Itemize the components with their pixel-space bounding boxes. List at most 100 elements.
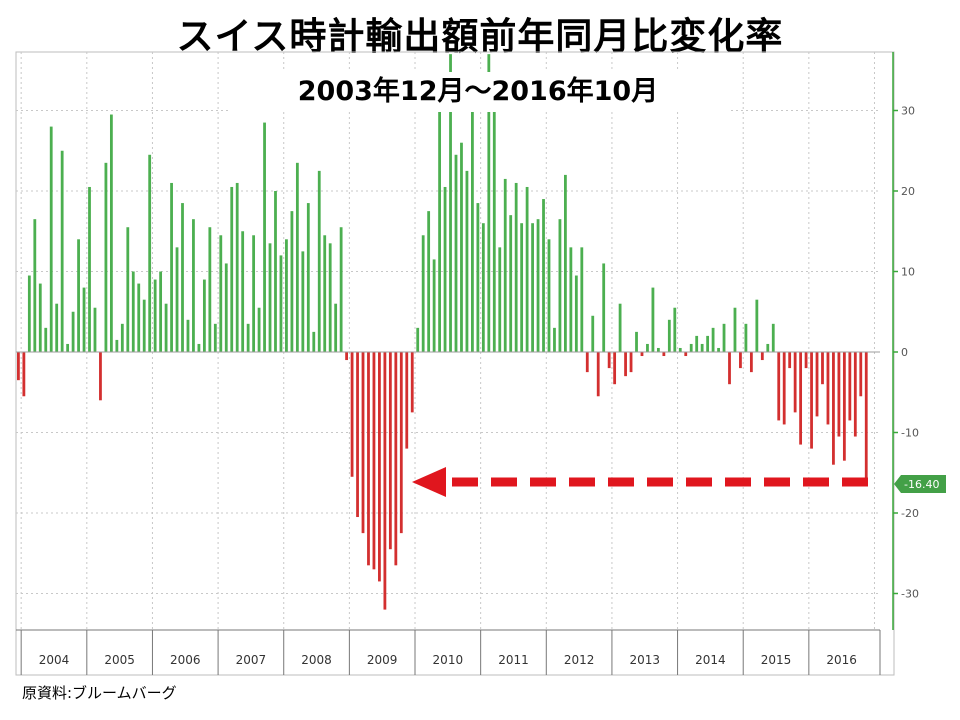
bar	[268, 243, 272, 352]
bar	[766, 343, 770, 352]
bar	[334, 303, 338, 352]
bar	[192, 219, 195, 352]
bar	[859, 352, 863, 397]
bar	[596, 352, 600, 397]
y-tick-label: 30	[901, 105, 915, 118]
bar	[618, 303, 622, 352]
bar	[88, 186, 91, 352]
bar	[405, 352, 409, 449]
x-tick-label: 2014	[695, 653, 726, 667]
y-tick-label: 20	[901, 185, 915, 198]
y-tick-label: 10	[901, 266, 915, 279]
bar	[678, 347, 682, 352]
x-tick-label: 2016	[826, 653, 857, 667]
bar	[471, 110, 474, 352]
bar	[181, 203, 184, 352]
bar	[66, 343, 70, 352]
bar	[55, 303, 59, 352]
x-tick-label: 2007	[236, 653, 267, 667]
bar	[438, 94, 441, 353]
bar	[476, 203, 480, 352]
x-tick-label: 2013	[629, 653, 660, 667]
bar	[821, 352, 824, 385]
bar	[782, 352, 786, 425]
bar	[733, 307, 737, 352]
bar	[241, 231, 245, 352]
bar	[613, 352, 617, 385]
arrow-head	[412, 467, 446, 498]
y-tick-label: 0	[901, 346, 908, 359]
bar	[580, 247, 584, 352]
bar	[208, 227, 212, 352]
bar	[481, 223, 485, 352]
bar	[22, 352, 26, 397]
bar	[230, 186, 234, 352]
chart-subtitle: 2003年12月～2016年10月	[228, 72, 728, 112]
bar	[410, 352, 414, 413]
bar	[224, 263, 228, 352]
bar	[788, 352, 792, 369]
bar	[454, 154, 458, 352]
bar	[159, 271, 163, 352]
bar	[711, 327, 715, 352]
bar	[646, 343, 649, 352]
bar	[290, 211, 294, 352]
bar	[279, 255, 283, 352]
bar	[388, 352, 392, 550]
bar	[274, 191, 277, 352]
x-tick-label: 2015	[761, 653, 792, 667]
bar	[142, 299, 146, 352]
bar	[503, 178, 507, 352]
bar	[44, 327, 48, 352]
bar	[553, 327, 556, 352]
bar	[378, 352, 381, 582]
bar	[662, 352, 666, 357]
bar	[514, 182, 518, 352]
bar	[328, 243, 332, 352]
bar	[449, 54, 452, 353]
bar	[38, 283, 42, 352]
bar	[460, 142, 463, 352]
bar	[569, 247, 573, 352]
bar	[842, 352, 846, 461]
last-value-badge: -16.40	[894, 475, 946, 494]
bar	[607, 352, 611, 369]
bar	[487, 54, 491, 353]
bar	[93, 307, 97, 352]
bar	[667, 319, 671, 352]
bar	[722, 323, 726, 352]
bar	[263, 122, 266, 352]
bar	[848, 352, 852, 421]
bar	[689, 343, 693, 352]
bar	[520, 223, 524, 352]
bar	[356, 352, 359, 518]
bar	[339, 227, 343, 352]
bar	[257, 307, 261, 352]
bar	[492, 110, 496, 352]
bar	[399, 352, 403, 534]
x-tick-label: 2008	[301, 653, 332, 667]
bar	[17, 352, 20, 381]
bar	[421, 235, 425, 352]
bar	[383, 352, 387, 610]
bar	[771, 323, 775, 352]
bar	[148, 154, 152, 352]
bar	[99, 352, 102, 401]
bar	[82, 287, 86, 352]
bar	[635, 331, 638, 352]
bar	[27, 275, 31, 352]
bar	[793, 352, 797, 413]
bar	[115, 339, 119, 352]
chart-frame	[15, 51, 895, 676]
bar	[602, 263, 606, 352]
bar	[170, 182, 173, 352]
bar	[837, 352, 841, 437]
y-tick-label: -30	[901, 588, 919, 601]
bar	[323, 235, 327, 352]
bar	[629, 352, 633, 373]
bar	[624, 352, 627, 377]
bar	[175, 247, 179, 352]
bar	[213, 323, 217, 352]
bar	[197, 343, 201, 352]
